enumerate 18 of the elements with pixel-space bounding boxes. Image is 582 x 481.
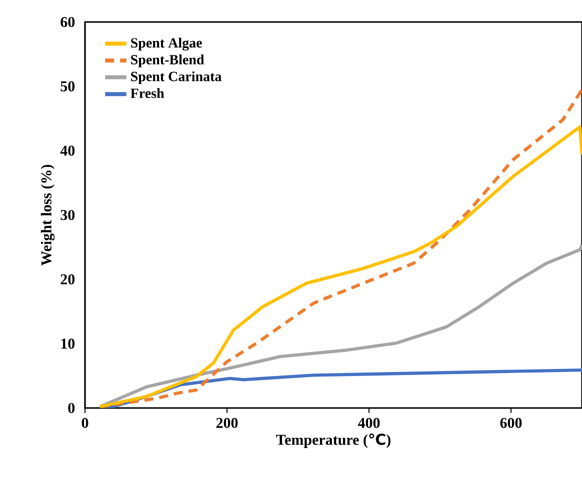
legend-label: Spent-Blend	[131, 54, 204, 68]
legend-label: Spent Algae	[131, 38, 202, 51]
x-tick-label: 0	[82, 418, 88, 428]
x-axis-title: Temperature (℃)	[276, 434, 390, 448]
legend-label: Spent Carinata	[131, 71, 222, 84]
y-tick-label: 40	[60, 146, 75, 156]
y-tick-label: 20	[60, 274, 75, 284]
y-tick-label: 60	[60, 16, 75, 28]
line-series	[98, 244, 582, 408]
x-tick-label: 200	[216, 418, 238, 428]
y-tick-label: 10	[61, 338, 75, 349]
y-tick-label: 50	[60, 81, 75, 92]
y-tick-label: 30	[60, 210, 75, 220]
x-tick-label: 400	[358, 418, 380, 428]
legend-label: Fresh	[130, 88, 164, 98]
x-tick-label: 600	[500, 418, 522, 428]
y-tick-label: 0	[68, 402, 75, 414]
y-axis-title: Weight loss (%)	[40, 164, 55, 266]
